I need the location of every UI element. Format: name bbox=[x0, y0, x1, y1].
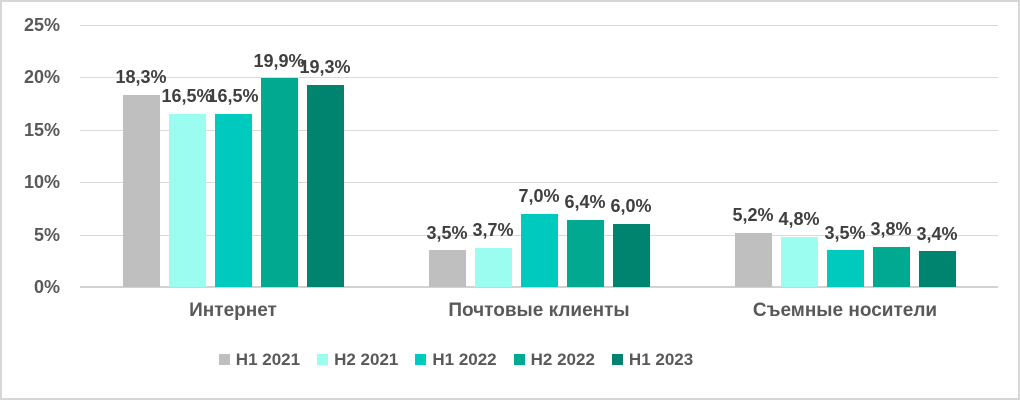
bar-value-label: 3,8% bbox=[870, 219, 912, 240]
category-label: Съемные носители bbox=[752, 300, 938, 321]
bar-value-label: 7,0% bbox=[518, 185, 560, 206]
bar: 16,5% bbox=[207, 86, 259, 287]
bar: 5,2% bbox=[732, 205, 774, 287]
gridline bbox=[80, 129, 998, 131]
legend-label: H2 2021 bbox=[334, 350, 399, 369]
bar-value-label: 6,4% bbox=[564, 192, 606, 213]
bar: 3,8% bbox=[870, 220, 912, 287]
y-axis-tick-label: 15% bbox=[23, 119, 60, 140]
bar-value-label: 3,5% bbox=[426, 222, 468, 243]
category-slots: 18,3% 16,5% 16,5% 19,9% 19,3% Интернет 3,5% 3,7… bbox=[80, 25, 998, 321]
legend-label: H1 2023 bbox=[628, 350, 694, 369]
bar-value-label: 6,0% bbox=[610, 196, 652, 217]
legend-label: H1 2021 bbox=[235, 350, 301, 369]
bar: 16,5% bbox=[161, 86, 213, 287]
legend-label: H2 2022 bbox=[530, 350, 595, 369]
legend-item: H1 2023 bbox=[611, 350, 694, 369]
bar: 19,9% bbox=[253, 51, 305, 287]
bar-value-label: 19,3% bbox=[299, 56, 351, 77]
gridline bbox=[80, 25, 998, 26]
y-axis-tick-label: 25% bbox=[23, 15, 60, 35]
bar: 3,5% bbox=[426, 223, 468, 287]
bar: 6,0% bbox=[610, 197, 652, 287]
category-label: Интернет bbox=[189, 300, 277, 321]
bar: 19,3% bbox=[299, 57, 351, 287]
y-axis-tick-label: 5% bbox=[33, 224, 60, 245]
legend-item: H1 2021 bbox=[218, 350, 301, 369]
bar: 7,0% bbox=[518, 186, 560, 287]
y-axis-tick-label: 0% bbox=[33, 277, 60, 297]
bar-value-label: 3,4% bbox=[916, 223, 958, 244]
plot-area: 25% 20% 15% 10% 5% 0% 18,3% 16,5% 16,5% 19,9% 19,3… bbox=[24, 16, 998, 321]
bar: 4,8% bbox=[778, 209, 820, 287]
gridline bbox=[80, 77, 998, 79]
bar-value-label: 3,5% bbox=[824, 222, 866, 243]
category-label: Почтовые клиенты bbox=[448, 300, 630, 321]
gridline bbox=[80, 182, 998, 184]
legend-swatch-icon bbox=[317, 354, 329, 365]
legend-swatch-icon bbox=[513, 354, 525, 365]
legend-swatch-icon bbox=[218, 354, 230, 365]
legend-item: H1 2022 bbox=[415, 350, 497, 369]
bar: 3,7% bbox=[472, 221, 514, 287]
legend-item: H2 2022 bbox=[513, 350, 595, 369]
bar-value-label: 3,7% bbox=[472, 220, 514, 241]
legend-item: H2 2021 bbox=[317, 351, 398, 368]
bar-value-label: 16,5% bbox=[207, 86, 259, 107]
category-group: 5,2% 4,8% 3,5% 3,8% 3,4% Съемные носители bbox=[692, 25, 998, 321]
legend: H1 2021 H2 2021 H1 2022 H2 2022 H1 2023 bbox=[2, 350, 964, 369]
bar: 6,4% bbox=[564, 192, 606, 287]
legend-swatch-icon bbox=[415, 354, 427, 365]
x-axis-line bbox=[80, 286, 998, 288]
category-group: 3,5% 3,7% 7,0% 6,4% 6,0% Почтовые клиенты bbox=[386, 25, 692, 321]
y-axis-tick-label: 10% bbox=[23, 172, 60, 193]
y-axis-tick-label: 20% bbox=[23, 67, 60, 88]
bar: 18,3% bbox=[115, 68, 167, 287]
bar: 3,5% bbox=[824, 223, 866, 287]
bar-value-label: 16,5% bbox=[161, 86, 213, 107]
bar: 3,4% bbox=[916, 224, 958, 287]
bar-value-label: 19,9% bbox=[253, 50, 305, 71]
bar-value-label: 4,8% bbox=[778, 208, 820, 229]
category-group: 18,3% 16,5% 16,5% 19,9% 19,3% Интернет bbox=[80, 25, 386, 321]
bar-value-label: 18,3% bbox=[115, 67, 167, 88]
legend-label: H1 2022 bbox=[432, 350, 497, 369]
bar-value-label: 5,2% bbox=[732, 204, 774, 225]
legend-swatch-icon bbox=[611, 354, 623, 365]
